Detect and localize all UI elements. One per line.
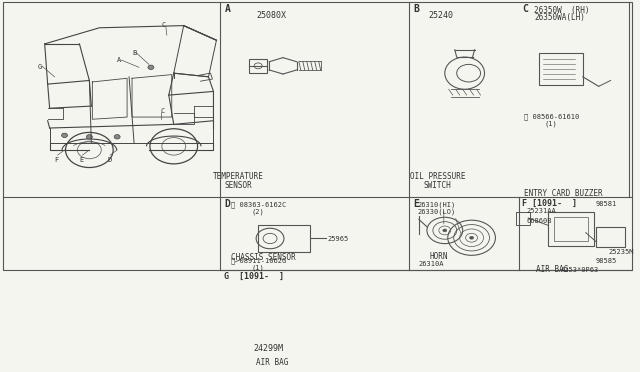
Text: 25965: 25965 [328, 236, 349, 242]
Text: Ⓢ 08363-6162C: Ⓢ 08363-6162C [231, 201, 287, 208]
Text: F [1091-  ]: F [1091- ] [522, 199, 577, 208]
Text: E: E [413, 199, 419, 209]
Bar [249, 58, 267, 73]
Text: 66860B: 66860B [526, 218, 552, 224]
Text: A: A [117, 57, 122, 63]
Text: G: G [38, 64, 42, 70]
Text: 26350WA(LH): 26350WA(LH) [534, 13, 585, 22]
Text: (1): (1) [251, 265, 264, 271]
Circle shape [61, 133, 67, 138]
Text: (2): (2) [251, 208, 264, 215]
Text: 25231AA: 25231AA [526, 208, 556, 215]
Text: ENTRY CARD BUZZER: ENTRY CARD BUZZER [524, 189, 603, 198]
Text: AIR BAG: AIR BAG [536, 265, 568, 274]
Text: Ⓝ 08911-1062G: Ⓝ 08911-1062G [231, 257, 287, 264]
Text: 26310(HI): 26310(HI) [417, 201, 455, 208]
Circle shape [148, 65, 154, 70]
Bar [596, 227, 625, 247]
Text: A253*0P63: A253*0P63 [561, 267, 599, 273]
Bar [539, 53, 583, 85]
Text: 25235M: 25235M [609, 249, 634, 255]
Text: 26350W  (RH): 26350W (RH) [534, 6, 589, 15]
Text: C: C [162, 22, 166, 28]
Text: E: E [79, 157, 84, 163]
Text: C: C [522, 4, 528, 15]
Circle shape [470, 236, 474, 239]
Text: B: B [413, 4, 419, 15]
Text: OIL PRESSURE: OIL PRESSURE [410, 172, 465, 181]
Circle shape [114, 135, 120, 139]
Text: HORN: HORN [430, 252, 449, 261]
Text: D: D [108, 157, 111, 163]
Text: 26310A: 26310A [419, 261, 445, 267]
Text: A: A [225, 4, 230, 15]
Text: F: F [54, 157, 59, 163]
Text: 25240: 25240 [429, 11, 454, 20]
Text: C: C [161, 108, 165, 114]
Text: 98585: 98585 [596, 257, 617, 263]
Text: B: B [132, 50, 136, 56]
Text: 26330(LO): 26330(LO) [417, 208, 455, 215]
Circle shape [443, 229, 447, 232]
Bar [516, 212, 530, 225]
Text: (1): (1) [544, 121, 557, 127]
Text: G  [1091-  ]: G [1091- ] [225, 272, 284, 281]
Bar [258, 225, 310, 251]
Bar [554, 217, 588, 241]
Text: 25080X: 25080X [256, 11, 286, 20]
Text: CHASSIS SENSOR: CHASSIS SENSOR [231, 253, 296, 262]
Text: 24299M: 24299M [253, 344, 283, 353]
Text: SWITCH: SWITCH [424, 181, 452, 190]
Circle shape [86, 135, 92, 139]
Text: TEMPERATURE: TEMPERATURE [213, 172, 264, 181]
Text: Ⓢ 08566-61610: Ⓢ 08566-61610 [524, 113, 579, 120]
Text: AIR BAG: AIR BAG [256, 359, 289, 368]
Text: D: D [225, 199, 230, 209]
Bar [548, 212, 594, 246]
Text: 98581: 98581 [596, 201, 617, 207]
Text: SENSOR: SENSOR [225, 181, 252, 190]
